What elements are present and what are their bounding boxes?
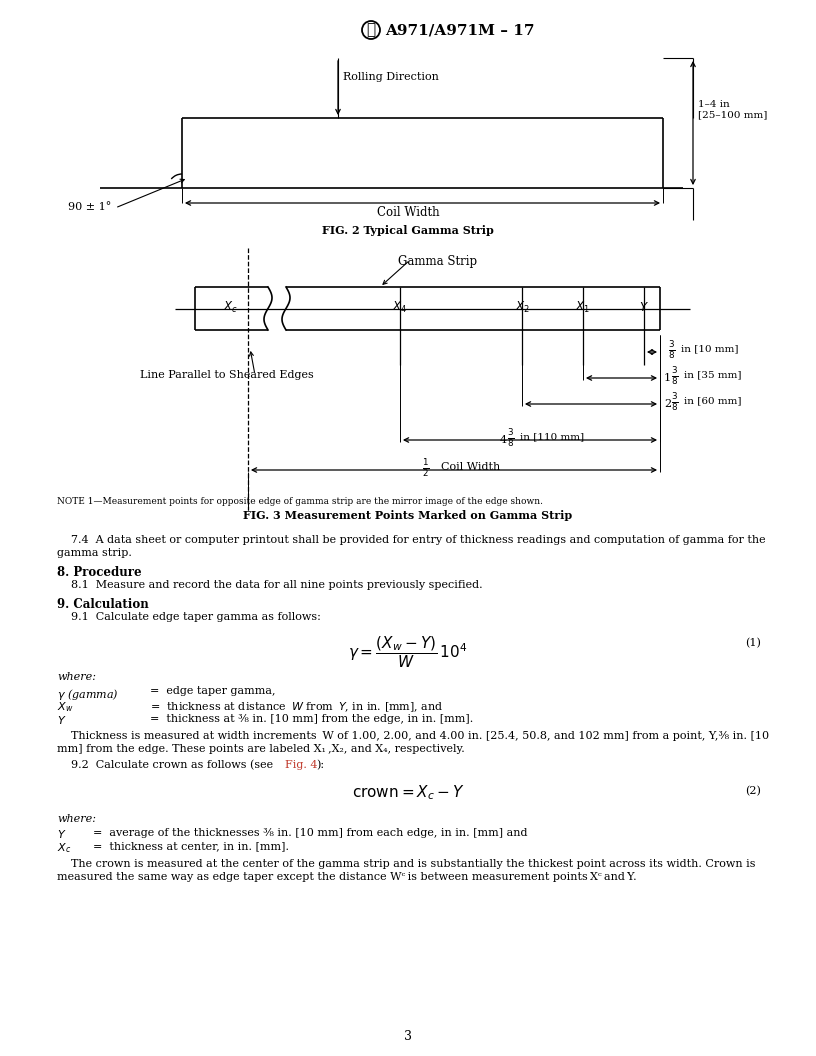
Text: Fig. 4: Fig. 4 [285,760,317,770]
Text: 4: 4 [500,435,507,445]
Text: 9.2  Calculate crown as follows (see: 9.2 Calculate crown as follows (see [57,760,277,770]
Text: Line Parallel to Sheared Edges: Line Parallel to Sheared Edges [140,370,313,380]
Text: $Y$: $Y$ [57,828,67,840]
Text: $\frac{3}{8}$: $\frac{3}{8}$ [671,365,679,386]
Text: where:: where: [57,813,96,824]
Text: 3: 3 [404,1030,412,1043]
Text: A971/A971M – 17: A971/A971M – 17 [385,23,534,37]
Text: Thickness is measured at width increments  W of 1.00, 2.00, and 4.00 in. [25.4, : Thickness is measured at width increment… [57,731,769,741]
Text: 7.4  A data sheet or computer printout shall be provided for entry of thickness : 7.4 A data sheet or computer printout sh… [57,535,765,545]
Text: $Y$: $Y$ [639,301,649,314]
Text: 9. Calculation: 9. Calculation [57,598,149,611]
Text: $\frac{3}{8}$: $\frac{3}{8}$ [671,391,679,413]
Text: 8.1  Measure and record the data for all nine points previously specified.: 8.1 Measure and record the data for all … [57,581,482,590]
Text: ):: ): [316,760,324,770]
Text: Coil Width: Coil Width [441,463,500,472]
Text: Ⓐ: Ⓐ [366,22,375,38]
Text: Gamma Strip: Gamma Strip [398,254,477,268]
Text: 2: 2 [664,399,671,409]
Text: The crown is measured at the center of the gamma strip and is substantially the : The crown is measured at the center of t… [57,859,756,869]
Text: =  thickness at center, in in. [mm].: = thickness at center, in in. [mm]. [93,842,289,851]
Text: =  thickness at ⅜ in. [10 mm] from the edge, in in. [mm].: = thickness at ⅜ in. [10 mm] from the ed… [150,714,473,723]
Text: 1–4 in
[25–100 mm]: 1–4 in [25–100 mm] [698,100,767,119]
Text: $\frac{1}{2}$: $\frac{1}{2}$ [422,457,430,479]
Text: 90 ± 1°: 90 ± 1° [68,202,111,212]
Text: =  average of the thicknesses ⅜ in. [10 mm] from each edge, in in. [mm] and: = average of the thicknesses ⅜ in. [10 m… [93,828,527,838]
Text: (1): (1) [745,638,761,648]
Text: $X_2$: $X_2$ [515,300,530,315]
Text: $X_c$: $X_c$ [223,300,237,315]
Text: =  thickness at distance  $W$ from  $Y$, in in. [mm], and: = thickness at distance $W$ from $Y$, in… [150,700,443,714]
Text: $X_c$: $X_c$ [57,842,71,855]
Text: FIG. 2 Typical Gamma Strip: FIG. 2 Typical Gamma Strip [322,225,494,235]
Text: $\frac{3}{8}$: $\frac{3}{8}$ [507,427,515,449]
Text: $X_w$: $X_w$ [57,700,73,714]
Text: NOTE 1—Measurement points for opposite edge of gamma strip are the mirror image : NOTE 1—Measurement points for opposite e… [57,497,543,506]
Text: =  edge taper gamma,: = edge taper gamma, [150,686,276,697]
Text: 9.1  Calculate edge taper gamma as follows:: 9.1 Calculate edge taper gamma as follow… [57,612,321,622]
Text: in [60 mm]: in [60 mm] [684,396,742,406]
Text: (2): (2) [745,786,761,796]
Text: in [35 mm]: in [35 mm] [684,371,742,379]
Text: $\gamma$ (gamma): $\gamma$ (gamma) [57,686,119,701]
Text: in [110 mm]: in [110 mm] [520,433,584,441]
Text: Coil Width: Coil Width [377,206,439,219]
Text: measured the same way as edge taper except the distance Wᶜ is between measuremen: measured the same way as edge taper exce… [57,872,636,883]
Text: in [10 mm]: in [10 mm] [681,344,738,354]
Text: $\mathrm{crown} = X_c - Y$: $\mathrm{crown} = X_c - Y$ [352,784,464,803]
Text: 8. Procedure: 8. Procedure [57,566,142,579]
Text: $\frac{3}{8}$: $\frac{3}{8}$ [668,339,676,361]
Text: $X_1$: $X_1$ [575,300,591,315]
Text: where:: where: [57,672,96,682]
Text: $X_4$: $X_4$ [392,300,408,315]
Text: $Y$: $Y$ [57,714,67,725]
Text: gamma strip.: gamma strip. [57,548,132,559]
Text: $\gamma = \dfrac{(X_w - Y)}{W} \, 10^4$: $\gamma = \dfrac{(X_w - Y)}{W} \, 10^4$ [348,634,468,670]
Text: Rolling Direction: Rolling Direction [343,72,439,82]
Text: FIG. 3 Measurement Points Marked on Gamma Strip: FIG. 3 Measurement Points Marked on Gamm… [243,510,573,521]
Text: mm] from the edge. These points are labeled X₁ ,X₂, and X₄, respectively.: mm] from the edge. These points are labe… [57,744,465,754]
Text: 1: 1 [664,373,671,383]
